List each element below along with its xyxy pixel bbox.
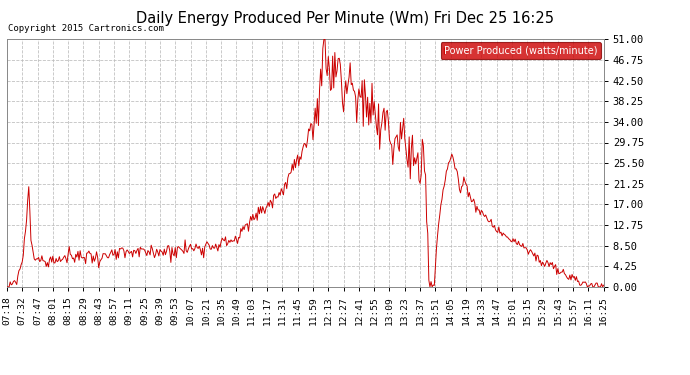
Legend: Power Produced (watts/minute): Power Produced (watts/minute) [440, 42, 601, 59]
Text: Daily Energy Produced Per Minute (Wm) Fri Dec 25 16:25: Daily Energy Produced Per Minute (Wm) Fr… [136, 11, 554, 26]
Text: Copyright 2015 Cartronics.com: Copyright 2015 Cartronics.com [8, 24, 164, 33]
